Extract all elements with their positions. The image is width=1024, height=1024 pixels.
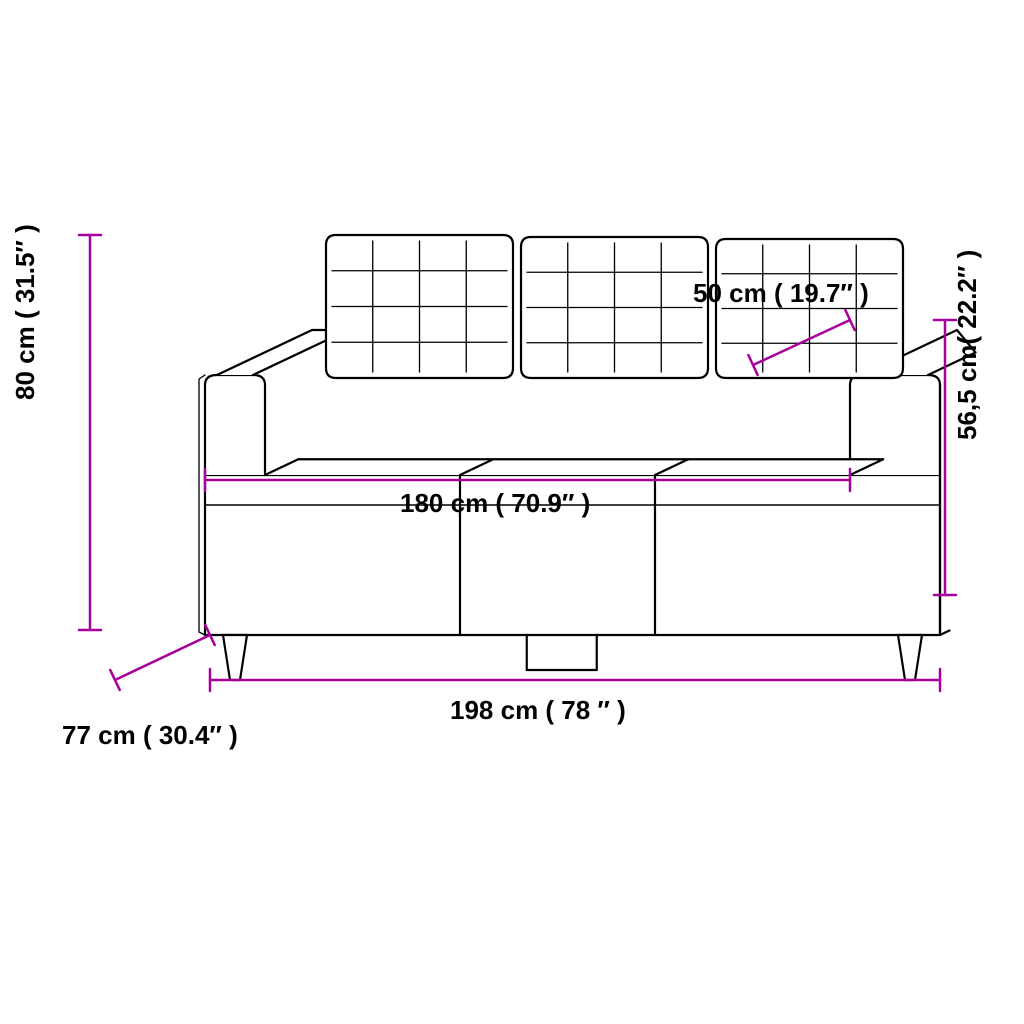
label-width-total: 198 cm ( 78 ″ ) xyxy=(450,695,626,726)
label-seat-width: 180 cm ( 70.9″ ) xyxy=(400,488,590,519)
label-depth: 77 cm ( 30.4″ ) xyxy=(62,720,238,751)
label-height-total: 80 cm ( 31.5″ ) xyxy=(10,224,41,400)
label-arm-depth: 50 cm ( 19.7″ ) xyxy=(693,278,869,309)
label-arm-height: 56,5 cm( 22.2″ ) xyxy=(952,250,983,440)
